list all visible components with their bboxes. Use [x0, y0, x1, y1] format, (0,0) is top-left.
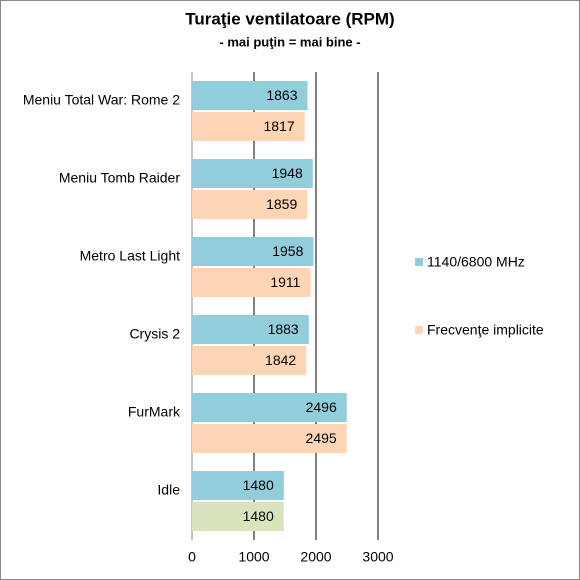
x-tick-label: 1000	[238, 549, 269, 565]
value-label: 1817	[263, 118, 294, 134]
bar	[192, 346, 307, 375]
value-label: 1842	[265, 352, 296, 368]
value-label: 2496	[306, 399, 337, 415]
legend-swatch	[415, 326, 423, 334]
bar	[192, 237, 314, 266]
chart-title: Turaţie ventilatoare (RPM)	[185, 9, 394, 28]
bar	[192, 502, 284, 531]
x-tick-label: 0	[188, 549, 196, 565]
value-label: 1859	[266, 196, 297, 212]
chart-subtitle: - mai puţin = mai bine -	[219, 34, 360, 49]
x-tick-label: 2000	[300, 549, 331, 565]
y-tick-label: Meniu Total War: Rome 2	[23, 92, 180, 108]
y-tick-label: Idle	[157, 482, 180, 498]
y-tick-label: Metro Last Light	[80, 248, 180, 264]
value-label: 1883	[268, 321, 299, 337]
value-label: 2495	[306, 430, 337, 446]
value-label: 1948	[272, 165, 303, 181]
bar	[192, 81, 308, 110]
bar	[192, 190, 308, 219]
bar	[192, 159, 313, 188]
bar	[192, 471, 284, 500]
bar	[192, 112, 305, 141]
value-label: 1863	[266, 87, 297, 103]
bar	[192, 315, 309, 344]
legend-label: Frecvenţe implicite	[427, 322, 544, 338]
value-label: 1480	[243, 508, 274, 524]
value-label: 1958	[272, 243, 303, 259]
bar	[192, 424, 347, 453]
bar	[192, 393, 347, 422]
legend-label: 1140/6800 MHz	[427, 254, 525, 270]
x-tick-label: 3000	[362, 549, 393, 565]
y-tick-label: FurMark	[128, 404, 181, 420]
legend-swatch	[415, 258, 423, 266]
y-tick-label: Crysis 2	[129, 326, 180, 342]
value-label: 1911	[270, 274, 300, 290]
value-label: 1480	[243, 477, 274, 493]
y-tick-label: Meniu Tomb Raider	[59, 170, 180, 186]
bar	[192, 268, 311, 297]
